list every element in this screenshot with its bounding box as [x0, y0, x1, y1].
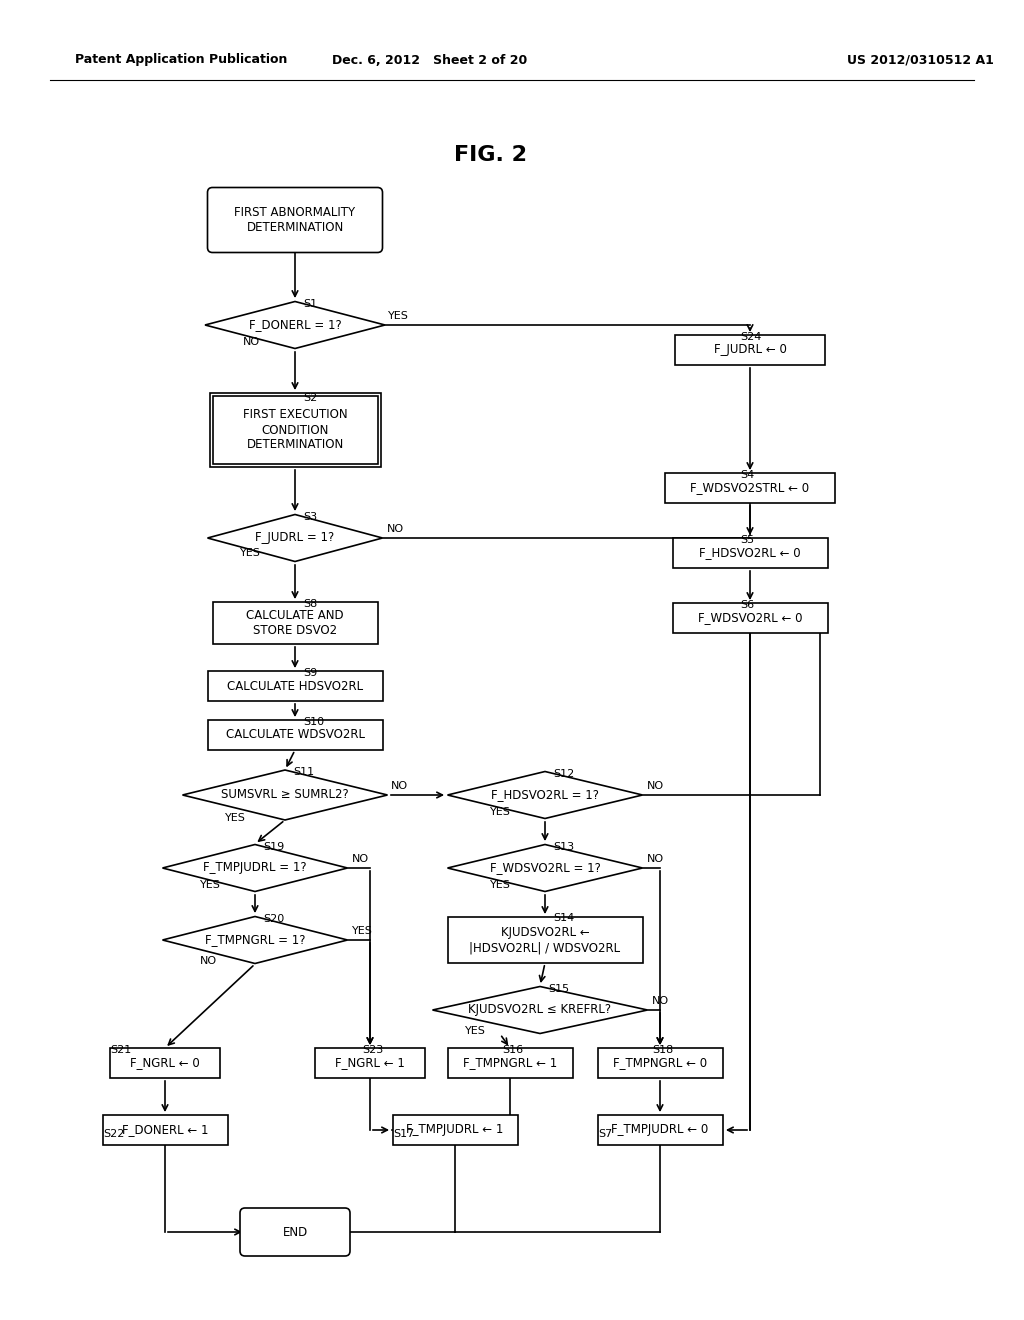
Text: S17: S17: [393, 1129, 415, 1139]
Bar: [597, 1115, 723, 1144]
Text: YES: YES: [352, 927, 373, 936]
Text: S7: S7: [598, 1129, 612, 1139]
Text: YES: YES: [490, 807, 511, 817]
Bar: [597, 1048, 723, 1078]
Text: S1: S1: [303, 300, 317, 309]
Text: Patent Application Publication: Patent Application Publication: [75, 54, 288, 66]
Bar: [392, 1115, 517, 1144]
Text: CALCULATE AND
STORE DSVO2: CALCULATE AND STORE DSVO2: [246, 609, 344, 638]
Bar: [102, 1115, 227, 1144]
Text: S13: S13: [553, 842, 574, 851]
Text: NO: NO: [200, 956, 217, 966]
Text: US 2012/0310512 A1: US 2012/0310512 A1: [847, 54, 993, 66]
Text: S9: S9: [303, 668, 317, 678]
Bar: [673, 603, 827, 634]
FancyBboxPatch shape: [208, 187, 383, 252]
Text: F_TMPJUDRL = 1?: F_TMPJUDRL = 1?: [203, 862, 307, 874]
Polygon shape: [163, 916, 347, 964]
Text: S18: S18: [652, 1045, 673, 1055]
Text: S6: S6: [740, 601, 754, 610]
Text: YES: YES: [388, 312, 409, 321]
Text: NO: NO: [243, 337, 260, 347]
Text: F_DONERL ← 1: F_DONERL ← 1: [122, 1123, 208, 1137]
FancyBboxPatch shape: [240, 1208, 350, 1257]
Text: S2: S2: [303, 393, 317, 403]
Text: F_NGRL ← 0: F_NGRL ← 0: [130, 1056, 200, 1069]
Text: YES: YES: [490, 880, 511, 890]
Bar: [213, 396, 378, 465]
Polygon shape: [447, 771, 642, 818]
Text: F_TMPJUDRL ← 1: F_TMPJUDRL ← 1: [407, 1123, 504, 1137]
Polygon shape: [205, 301, 385, 348]
Text: NO: NO: [647, 854, 665, 865]
Text: F_JUDRL = 1?: F_JUDRL = 1?: [255, 532, 335, 544]
Text: CALCULATE HDSVO2RL: CALCULATE HDSVO2RL: [227, 680, 364, 693]
Text: F_HDSVO2RL ← 0: F_HDSVO2RL ← 0: [699, 546, 801, 560]
Text: FIRST EXECUTION
CONDITION
DETERMINATION: FIRST EXECUTION CONDITION DETERMINATION: [243, 408, 347, 451]
Text: SUMSVRL ≥ SUMRL2?: SUMSVRL ≥ SUMRL2?: [221, 788, 349, 801]
Text: NO: NO: [352, 854, 369, 865]
Text: S15: S15: [548, 983, 569, 994]
Bar: [208, 671, 383, 701]
Text: S3: S3: [303, 512, 317, 521]
Text: NO: NO: [391, 781, 409, 791]
Text: KJUDSVO2RL ≤ KREFRL?: KJUDSVO2RL ≤ KREFRL?: [468, 1003, 611, 1016]
Text: S22: S22: [103, 1129, 124, 1139]
Text: F_TMPNGRL ← 1: F_TMPNGRL ← 1: [463, 1056, 557, 1069]
Text: F_HDSVO2RL = 1?: F_HDSVO2RL = 1?: [490, 788, 599, 801]
Text: YES: YES: [465, 1026, 485, 1036]
Text: S23: S23: [362, 1045, 383, 1055]
Text: S16: S16: [502, 1045, 523, 1055]
Text: S14: S14: [553, 913, 574, 923]
Text: FIG. 2: FIG. 2: [454, 145, 526, 165]
Bar: [315, 1048, 425, 1078]
Bar: [447, 917, 642, 964]
Text: F_TMPNGRL ← 0: F_TMPNGRL ← 0: [613, 1056, 707, 1069]
Text: F_WDSVO2RL = 1?: F_WDSVO2RL = 1?: [489, 862, 600, 874]
Bar: [213, 602, 378, 644]
Text: F_WDSVO2STRL ← 0: F_WDSVO2STRL ← 0: [690, 482, 810, 495]
Text: NO: NO: [652, 997, 669, 1006]
Text: FIRST ABNORMALITY
DETERMINATION: FIRST ABNORMALITY DETERMINATION: [234, 206, 355, 234]
Text: NO: NO: [647, 781, 665, 791]
Text: Dec. 6, 2012   Sheet 2 of 20: Dec. 6, 2012 Sheet 2 of 20: [333, 54, 527, 66]
Text: S5: S5: [740, 535, 754, 545]
Text: S10: S10: [303, 717, 325, 727]
Bar: [210, 393, 381, 467]
Bar: [673, 539, 827, 568]
Text: F_DONERL = 1?: F_DONERL = 1?: [249, 318, 341, 331]
Polygon shape: [432, 986, 647, 1034]
Text: S12: S12: [553, 770, 574, 779]
Text: F_TMPNGRL = 1?: F_TMPNGRL = 1?: [205, 933, 305, 946]
Text: F_NGRL ← 1: F_NGRL ← 1: [335, 1056, 404, 1069]
Text: CALCULATE WDSVO2RL: CALCULATE WDSVO2RL: [225, 729, 365, 742]
Text: S4: S4: [740, 470, 755, 480]
Text: F_JUDRL ← 0: F_JUDRL ← 0: [714, 343, 786, 356]
Text: YES: YES: [200, 880, 221, 890]
Text: S11: S11: [293, 767, 314, 777]
Text: KJUDSVO2RL ←
|HDSVO2RL| / WDSVO2RL: KJUDSVO2RL ← |HDSVO2RL| / WDSVO2RL: [469, 927, 621, 954]
Text: YES: YES: [240, 548, 261, 558]
Bar: [110, 1048, 220, 1078]
Polygon shape: [447, 845, 642, 891]
Text: NO: NO: [387, 524, 404, 535]
Text: S8: S8: [303, 599, 317, 609]
Polygon shape: [163, 845, 347, 891]
Bar: [675, 335, 825, 366]
Bar: [447, 1048, 572, 1078]
Bar: [665, 473, 835, 503]
Text: S21: S21: [110, 1045, 131, 1055]
Bar: [208, 719, 383, 750]
Text: YES: YES: [225, 813, 246, 822]
Text: F_WDSVO2RL ← 0: F_WDSVO2RL ← 0: [697, 611, 802, 624]
Text: END: END: [283, 1225, 307, 1238]
Polygon shape: [182, 770, 387, 820]
Text: S20: S20: [263, 913, 285, 924]
Text: S19: S19: [263, 842, 285, 851]
Text: F_TMPJUDRL ← 0: F_TMPJUDRL ← 0: [611, 1123, 709, 1137]
Polygon shape: [208, 515, 383, 561]
Text: S24: S24: [740, 333, 762, 342]
